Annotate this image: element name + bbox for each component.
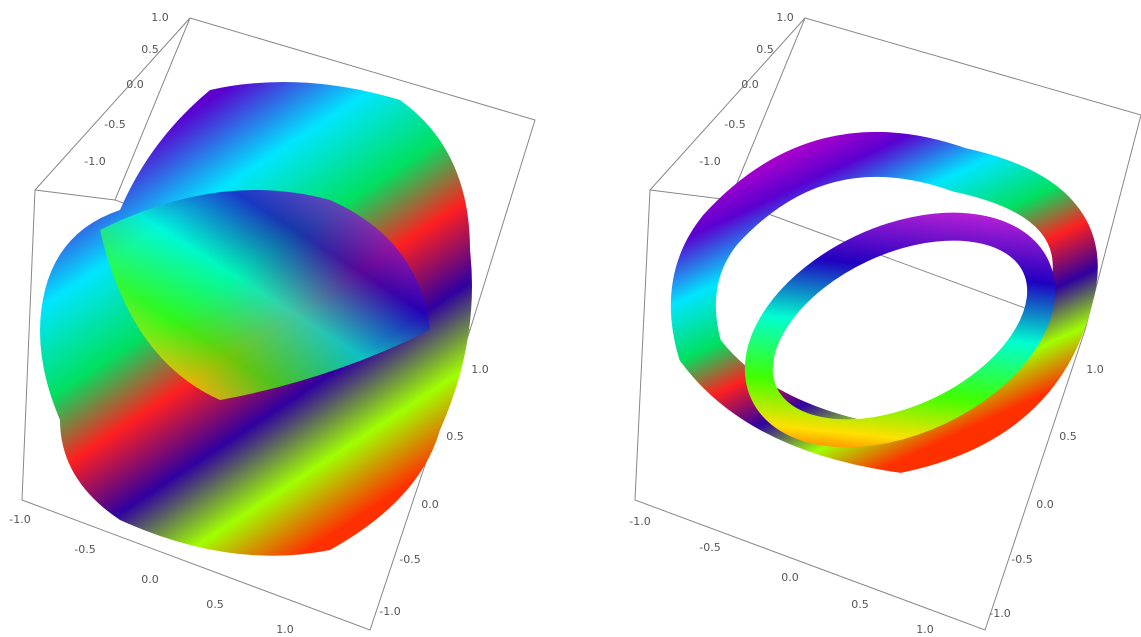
tick-label: 0.5	[446, 430, 464, 443]
tick-label: 0.0	[126, 78, 144, 91]
tick-label: -0.5	[1011, 553, 1032, 566]
tick-label: 0.5	[851, 598, 869, 611]
tick-label: 0.5	[756, 43, 774, 56]
tick-label: 0.0	[1036, 498, 1054, 511]
tick-label: 1.0	[1086, 363, 1104, 376]
tick-label: -1.0	[629, 515, 650, 528]
tick-label: -0.5	[104, 118, 125, 131]
tick-label: -0.5	[724, 118, 745, 131]
tick-label: -1.0	[989, 607, 1010, 620]
tick-label: 1.0	[916, 623, 934, 636]
tick-label: -1.0	[379, 605, 400, 618]
tick-label: 0.0	[781, 571, 799, 584]
tick-label: -1.0	[84, 155, 105, 168]
surface	[693, 154, 1075, 450]
tick-label: 1.0	[151, 11, 169, 24]
tick-label: -0.5	[399, 553, 420, 566]
tick-label: 1.0	[776, 11, 794, 24]
tick-label: 0.5	[206, 598, 224, 611]
tick-label: -0.5	[74, 543, 95, 556]
scene: 1.0 0.5 0.0 -0.5 -1.0 -1.0 -0.5 0.0 0.5 1.0 1.0 0.5…	[0, 0, 1141, 637]
tick-label: 0.0	[141, 573, 159, 586]
tick-label: 1.0	[276, 623, 294, 636]
tick-label: 0.5	[141, 43, 159, 56]
plot-left	[22, 18, 535, 630]
tick-label: -1.0	[9, 513, 30, 526]
tick-label: 0.5	[1059, 430, 1077, 443]
tick-label: -0.5	[699, 541, 720, 554]
tick-label: 0.0	[421, 498, 439, 511]
tick-label: 1.0	[471, 363, 489, 376]
page: 1.0 0.5 0.0 -0.5 -1.0 -1.0 -0.5 0.0 0.5 1.0 1.0 0.5…	[0, 0, 1141, 637]
tick-label: 0.0	[741, 78, 759, 91]
tick-label: -1.0	[699, 155, 720, 168]
plot-right	[635, 18, 1141, 630]
